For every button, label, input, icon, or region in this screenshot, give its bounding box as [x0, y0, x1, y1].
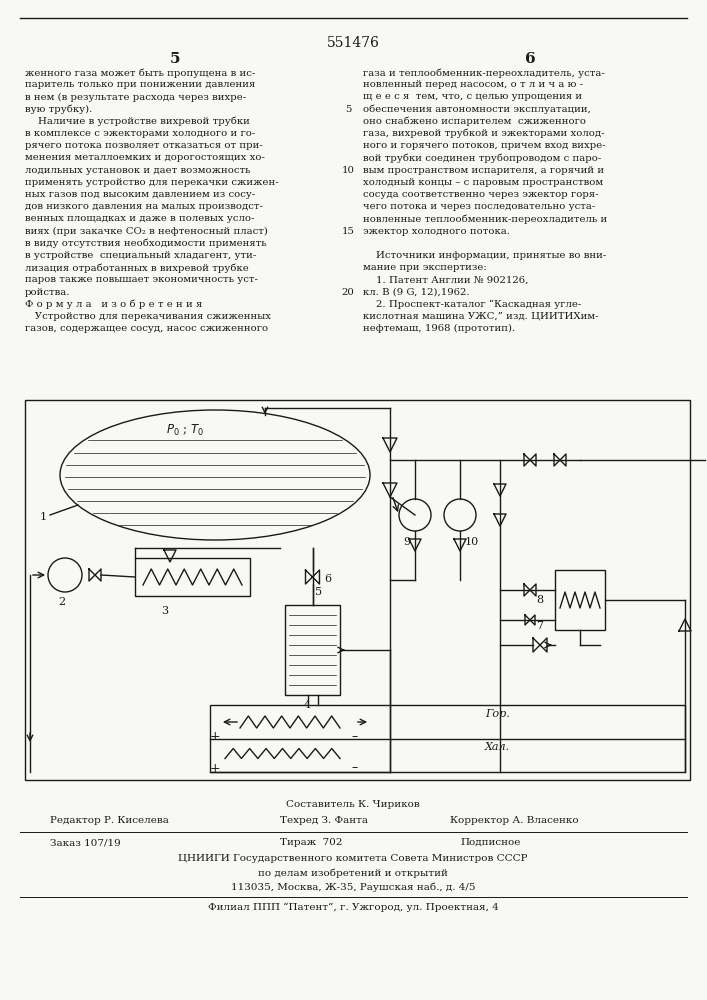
Text: 551476: 551476 — [327, 36, 380, 50]
Text: 3: 3 — [161, 606, 168, 616]
Text: Редактор Р. Киселева: Редактор Р. Киселева — [50, 816, 169, 825]
Text: ного и горячего потоков, причем вход вихре-: ного и горячего потоков, причем вход вих… — [363, 141, 606, 150]
Text: кислотная машина УЖС,” изд. ЦИИТИХим-: кислотная машина УЖС,” изд. ЦИИТИХим- — [363, 312, 599, 321]
Text: Подписное: Подписное — [460, 838, 520, 847]
Text: 2. Проспект-каталог “Каскадная угле-: 2. Проспект-каталог “Каскадная угле- — [363, 300, 581, 309]
Text: новленный перед насосом, о т л и ч а ю -: новленный перед насосом, о т л и ч а ю - — [363, 80, 583, 89]
Text: дов низкого давления на малых производст-: дов низкого давления на малых производст… — [25, 202, 263, 211]
Text: виях (при закачке CO₂ в нефтеносный пласт): виях (при закачке CO₂ в нефтеносный плас… — [25, 227, 268, 236]
Text: Филиал ППП “Патент”, г. Ужгород, ул. Проектная, 4: Филиал ППП “Патент”, г. Ужгород, ул. Про… — [208, 903, 498, 912]
Text: Техред З. Фанта: Техред З. Фанта — [280, 816, 368, 825]
Text: обеспечения автономности эксплуатации,: обеспечения автономности эксплуатации, — [363, 105, 591, 114]
Bar — [135, 558, 250, 596]
Text: 15: 15 — [341, 227, 354, 236]
Text: сосуда соответственно через эжектор горя-: сосуда соответственно через эжектор горя… — [363, 190, 599, 199]
Text: по делам изобретений и открытий: по делам изобретений и открытий — [258, 868, 448, 878]
Text: вой трубки соединен трубопроводом с паро-: вой трубки соединен трубопроводом с паро… — [363, 153, 601, 163]
Bar — [25, 400, 690, 780]
Text: новленные теплообменник-переохладитель и: новленные теплообменник-переохладитель и — [363, 214, 607, 224]
Text: 7: 7 — [537, 621, 544, 631]
Text: Заказ 107/19: Заказ 107/19 — [50, 838, 121, 847]
Text: +: + — [210, 762, 221, 774]
Text: Гор.: Гор. — [485, 709, 510, 719]
Text: 10: 10 — [465, 537, 479, 547]
Text: Ф о р м у л а   и з о б р е т е н и я: Ф о р м у л а и з о б р е т е н и я — [25, 300, 202, 309]
Text: применять устройство для перекачки сжижен-: применять устройство для перекачки сжиже… — [25, 178, 279, 187]
Text: 5: 5 — [315, 587, 322, 597]
Bar — [210, 705, 685, 772]
Text: 4: 4 — [304, 700, 311, 710]
Text: 1: 1 — [40, 512, 47, 522]
Text: ройства.: ройства. — [25, 288, 71, 297]
Text: рячего потока позволяет отказаться от при-: рячего потока позволяет отказаться от пр… — [25, 141, 263, 150]
Text: Наличие в устройстве вихревой трубки: Наличие в устройстве вихревой трубки — [25, 117, 250, 126]
Text: +: + — [210, 730, 221, 743]
Text: газов, содержащее сосуд, насос сжиженного: газов, содержащее сосуд, насос сжиженног… — [25, 324, 268, 333]
Text: газа и теплообменник-переохладитель, уста-: газа и теплообменник-переохладитель, уст… — [363, 68, 604, 78]
Text: 9: 9 — [404, 537, 411, 547]
Text: Составитель К. Чириков: Составитель К. Чириков — [286, 800, 420, 809]
Text: лодильных установок и дает возможность: лодильных установок и дает возможность — [25, 166, 250, 175]
Bar — [555, 570, 605, 630]
Text: 113035, Москва, Ж-35, Раушская наб., д. 4/5: 113035, Москва, Ж-35, Раушская наб., д. … — [230, 882, 475, 892]
Text: вую трубку).: вую трубку). — [25, 105, 93, 114]
Text: Корректор А. Власенко: Корректор А. Власенко — [450, 816, 578, 825]
Text: паритель только при понижении давления: паритель только при понижении давления — [25, 80, 255, 89]
Text: венных площадках и даже в полевых усло-: венных площадках и даже в полевых усло- — [25, 214, 255, 223]
Text: 2: 2 — [59, 597, 66, 607]
Text: 8: 8 — [536, 595, 543, 605]
Text: 5: 5 — [345, 105, 351, 114]
Text: кл. B (9 G, 12),1962.: кл. B (9 G, 12),1962. — [363, 288, 469, 297]
Text: –: – — [352, 762, 358, 774]
Text: в устройстве  специальный хладагент, ути-: в устройстве специальный хладагент, ути- — [25, 251, 256, 260]
Text: нефтемаш, 1968 (прототип).: нефтемаш, 1968 (прототип). — [363, 324, 515, 333]
Text: вым пространством испарителя, а горячий и: вым пространством испарителя, а горячий … — [363, 166, 604, 175]
Text: женного газа может быть пропущена в ис-: женного газа может быть пропущена в ис- — [25, 68, 255, 78]
Text: Устройство для перекачивания сжиженных: Устройство для перекачивания сжиженных — [25, 312, 271, 321]
Text: 1. Патент Англии № 902126,: 1. Патент Англии № 902126, — [363, 275, 528, 284]
Text: 10: 10 — [341, 166, 354, 175]
Text: 6: 6 — [525, 52, 535, 66]
Text: ных газов под высоким давлением из сосу-: ных газов под высоким давлением из сосу- — [25, 190, 255, 199]
Text: лизация отработанных в вихревой трубке: лизация отработанных в вихревой трубке — [25, 263, 249, 273]
Text: Хал.: Хал. — [485, 742, 510, 752]
Text: в виду отсутствия необходимости применять: в виду отсутствия необходимости применят… — [25, 239, 267, 248]
Text: мание при экспертизе:: мание при экспертизе: — [363, 263, 486, 272]
Text: паров также повышает экономичность уст-: паров также повышает экономичность уст- — [25, 275, 258, 284]
Bar — [285, 605, 340, 695]
Text: холодный концы – с паровым пространством: холодный концы – с паровым пространством — [363, 178, 603, 187]
Text: в комплексе с эжекторами холодного и го-: в комплексе с эжекторами холодного и го- — [25, 129, 255, 138]
Text: Тираж  702: Тираж 702 — [280, 838, 342, 847]
Text: менения металлоемких и дорогостоящих хо-: менения металлоемких и дорогостоящих хо- — [25, 153, 265, 162]
Text: –: – — [352, 730, 358, 743]
Text: $P_0$ ; $T_0$: $P_0$ ; $T_0$ — [166, 423, 204, 438]
Text: Источники информации, принятые во вни-: Источники информации, принятые во вни- — [363, 251, 606, 260]
Text: эжектор холодного потока.: эжектор холодного потока. — [363, 227, 510, 236]
Text: 6: 6 — [325, 574, 332, 584]
Text: в нем (в результате расхода через вихре-: в нем (в результате расхода через вихре- — [25, 92, 246, 102]
Text: газа, вихревой трубкой и эжекторами холод-: газа, вихревой трубкой и эжекторами холо… — [363, 129, 604, 138]
Text: щ е е с я  тем, что, с целью упрощения и: щ е е с я тем, что, с целью упрощения и — [363, 92, 582, 101]
Text: оно снабжено испарителем  сжиженного: оно снабжено испарителем сжиженного — [363, 117, 586, 126]
Text: 20: 20 — [341, 288, 354, 297]
Text: 5: 5 — [170, 52, 180, 66]
Text: чего потока и через последовательно уста-: чего потока и через последовательно уста… — [363, 202, 595, 211]
Text: ЦНИИГИ Государственного комитета Совета Министров СССР: ЦНИИГИ Государственного комитета Совета … — [178, 854, 527, 863]
